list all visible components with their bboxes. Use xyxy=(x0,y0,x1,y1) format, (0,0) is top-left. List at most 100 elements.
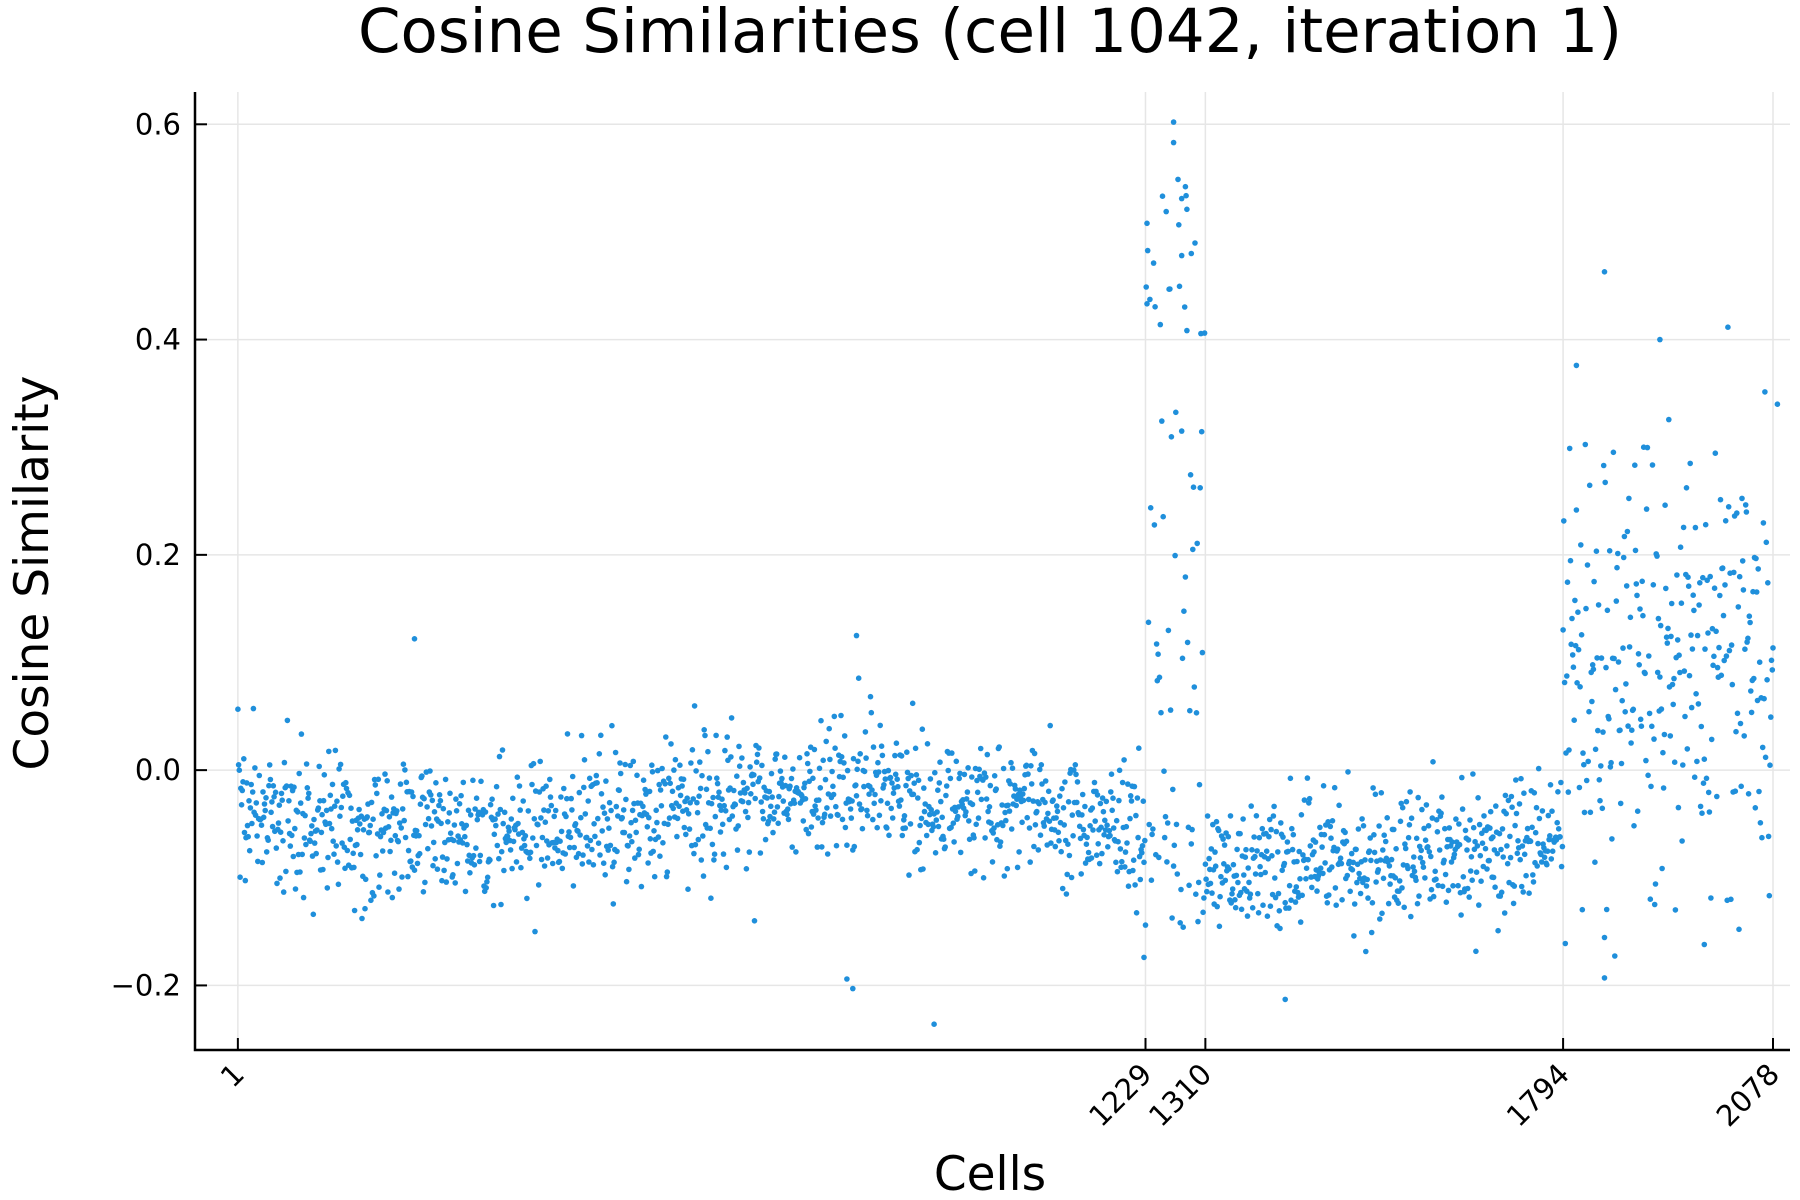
data-point xyxy=(471,862,478,868)
data-point xyxy=(910,791,917,798)
data-point xyxy=(719,796,725,802)
data-point xyxy=(1031,843,1037,850)
data-point xyxy=(999,802,1005,808)
data-point xyxy=(1099,795,1106,801)
data-point xyxy=(274,880,280,887)
data-point xyxy=(1244,913,1251,919)
data-point xyxy=(1300,852,1306,858)
data-point xyxy=(1325,819,1331,825)
data-point xyxy=(850,755,857,762)
data-point xyxy=(1711,585,1718,591)
data-point xyxy=(1428,886,1435,893)
data-point xyxy=(1456,821,1462,827)
data-point xyxy=(1133,910,1140,916)
data-point xyxy=(909,700,916,707)
data-point xyxy=(246,847,253,854)
data-point xyxy=(1470,771,1476,777)
data-point xyxy=(672,756,679,763)
data-point xyxy=(770,829,776,836)
data-point xyxy=(966,836,973,843)
data-point xyxy=(1408,913,1414,920)
data-point xyxy=(1113,817,1120,824)
x-tick-label: 1229 xyxy=(1082,1057,1158,1133)
data-point xyxy=(1417,855,1424,861)
data-point xyxy=(396,820,403,826)
data-point xyxy=(904,769,911,776)
data-point xyxy=(1158,709,1164,716)
data-point xyxy=(1167,707,1174,713)
data-point xyxy=(591,821,597,827)
data-point xyxy=(717,802,723,809)
data-point xyxy=(557,838,563,844)
data-point xyxy=(473,795,480,801)
data-point xyxy=(1079,791,1086,798)
data-point xyxy=(1646,710,1653,717)
data-point xyxy=(651,873,658,880)
data-point xyxy=(1058,848,1064,855)
data-point xyxy=(1098,824,1104,831)
data-point xyxy=(1708,895,1714,901)
y-tick-label: 0.0 xyxy=(135,753,181,787)
data-point xyxy=(386,814,393,820)
data-point xyxy=(1467,868,1474,874)
data-point xyxy=(278,790,285,797)
data-point xyxy=(508,816,515,822)
data-point xyxy=(668,741,674,747)
data-point xyxy=(472,806,478,812)
data-point xyxy=(734,847,741,853)
data-point xyxy=(622,761,628,768)
data-point xyxy=(1756,659,1763,665)
data-point xyxy=(256,772,263,779)
data-point xyxy=(930,824,937,830)
data-point xyxy=(593,772,600,779)
data-point xyxy=(1609,836,1615,842)
data-point xyxy=(306,790,312,797)
data-point xyxy=(1469,877,1475,883)
data-point xyxy=(916,839,923,846)
data-point xyxy=(411,867,418,873)
data-point xyxy=(1649,462,1656,468)
data-point xyxy=(1078,871,1084,877)
data-point xyxy=(857,751,863,757)
data-point xyxy=(1127,815,1133,822)
data-point xyxy=(683,831,689,838)
data-point xyxy=(595,815,601,822)
data-point xyxy=(632,817,639,824)
data-point xyxy=(996,744,1002,750)
data-point xyxy=(1161,768,1167,774)
data-point xyxy=(279,797,286,803)
data-point xyxy=(467,812,474,818)
data-point xyxy=(991,773,998,779)
data-point xyxy=(1012,786,1019,792)
data-point xyxy=(1753,589,1760,595)
data-point xyxy=(885,767,892,774)
data-point xyxy=(853,632,860,639)
data-point xyxy=(1252,871,1259,877)
data-point xyxy=(1203,876,1209,882)
data-point xyxy=(422,821,429,828)
data-point xyxy=(1059,785,1065,792)
data-point xyxy=(266,762,273,768)
data-point xyxy=(1392,875,1399,881)
data-point xyxy=(1748,688,1754,694)
data-point xyxy=(746,849,753,855)
data-point xyxy=(1327,823,1334,830)
data-point xyxy=(698,857,705,863)
data-point xyxy=(702,732,708,739)
data-point xyxy=(663,734,669,740)
data-point xyxy=(1262,869,1268,876)
data-point xyxy=(1172,552,1178,559)
data-point xyxy=(602,872,608,878)
data-point xyxy=(1317,865,1324,871)
data-point xyxy=(936,780,943,786)
data-point xyxy=(1296,848,1302,855)
data-point xyxy=(680,776,687,783)
y-tick-label: −0.2 xyxy=(111,968,181,1002)
data-point xyxy=(1430,893,1437,900)
data-point xyxy=(1513,810,1520,817)
data-point xyxy=(657,853,663,859)
data-point xyxy=(1144,220,1150,227)
data-point xyxy=(1214,903,1220,910)
data-point xyxy=(1208,846,1215,852)
data-point xyxy=(1429,815,1436,821)
